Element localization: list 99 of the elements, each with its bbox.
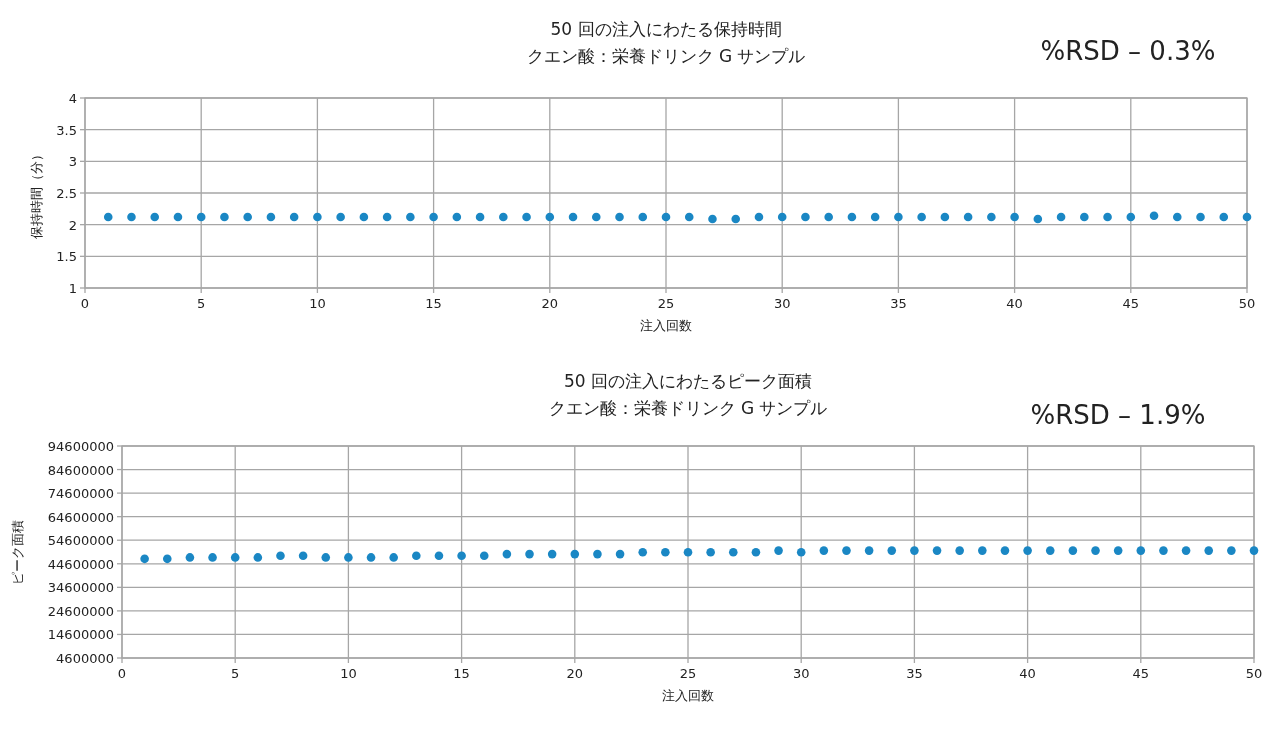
y-tick-label: 54600000 xyxy=(47,533,114,549)
x-tick-label: 40 xyxy=(1006,296,1023,311)
chart-title: 50 回の注入にわたる保持時間 xyxy=(550,19,782,39)
point xyxy=(1181,546,1191,555)
y-tick-label: 24600000 xyxy=(47,603,114,619)
point xyxy=(1023,546,1032,555)
y-tick-label: 34600000 xyxy=(47,580,114,596)
chart-title: 50 回の注入にわたるピーク面積 xyxy=(563,371,813,391)
y-axis-title: 保持時間（分） xyxy=(29,147,44,239)
text: %RSD – 0.3% xyxy=(1040,36,1216,66)
point xyxy=(887,546,897,555)
point xyxy=(751,547,761,557)
x-axis-title: 注入回数 xyxy=(662,688,714,703)
y-tick-label: 74600000 xyxy=(47,486,114,502)
x-tick-label: 5 xyxy=(197,296,206,311)
x-axis-title: 注入回数 xyxy=(640,318,692,333)
point xyxy=(1068,546,1078,555)
point xyxy=(1000,546,1010,555)
point xyxy=(570,549,580,559)
point xyxy=(661,547,670,557)
x-tick-label: 15 xyxy=(425,296,442,311)
x-tick-label: 45 xyxy=(1122,296,1140,311)
point xyxy=(1159,546,1168,555)
chart-subtitle: クエン酸：栄養ドリンク G サンプル xyxy=(526,46,806,66)
point xyxy=(547,549,557,559)
point xyxy=(321,553,331,562)
text: %RSD – 1.9% xyxy=(1030,400,1206,430)
x-tick-label: 35 xyxy=(890,296,907,311)
x-tick-label: 30 xyxy=(792,666,810,681)
point xyxy=(253,553,263,562)
x-tick-label: 5 xyxy=(231,666,240,681)
x-tick-label: 25 xyxy=(657,296,675,311)
point xyxy=(502,549,512,559)
point xyxy=(366,553,376,562)
y-tick-label: 4 xyxy=(68,91,77,106)
point xyxy=(298,551,308,561)
y-tick-label: 94600000 xyxy=(47,439,114,454)
x-tick-label: 50 xyxy=(1238,296,1256,311)
point xyxy=(615,549,625,559)
point xyxy=(978,546,987,555)
point xyxy=(1045,546,1055,555)
point xyxy=(774,546,783,555)
point xyxy=(525,549,534,559)
x-tick-label: 35 xyxy=(906,666,923,681)
x-tick-label: 0 xyxy=(80,296,90,311)
y-tick-label: 64600000 xyxy=(47,509,114,525)
point xyxy=(412,551,421,561)
x-tick-label: 25 xyxy=(679,666,697,681)
point xyxy=(1249,546,1259,555)
point xyxy=(1227,546,1236,555)
x-tick-label: 40 xyxy=(1019,666,1036,681)
y-tick-label: 44600000 xyxy=(47,556,114,572)
point xyxy=(457,551,466,561)
y-tick-label: 3 xyxy=(68,154,77,170)
point xyxy=(1091,546,1100,555)
point xyxy=(162,554,172,564)
y-tick-label: 14600000 xyxy=(47,627,114,643)
point xyxy=(842,546,851,555)
point xyxy=(389,553,398,562)
point xyxy=(230,553,240,562)
point xyxy=(1204,546,1214,555)
x-tick-label: 20 xyxy=(541,296,559,311)
y-tick-label: 1 xyxy=(68,281,77,296)
point xyxy=(276,551,285,561)
point xyxy=(434,551,444,561)
y-tick-label: 1.5 xyxy=(56,249,77,265)
point xyxy=(638,547,648,557)
point xyxy=(864,546,874,555)
point xyxy=(208,553,217,562)
point xyxy=(1136,546,1146,555)
point xyxy=(1113,546,1123,555)
x-tick-label: 50 xyxy=(1245,666,1263,681)
y-tick-label: 2 xyxy=(68,217,77,233)
y-tick-label: 3.5 xyxy=(56,122,77,138)
x-tick-label: 45 xyxy=(1132,666,1150,681)
x-tick-label: 30 xyxy=(773,296,791,311)
y-tick-label: 4600000 xyxy=(56,651,114,666)
point xyxy=(796,547,806,557)
x-tick-label: 20 xyxy=(566,666,584,681)
point xyxy=(706,547,715,557)
y-tick-label: 84600000 xyxy=(47,462,114,478)
point xyxy=(683,547,693,557)
x-tick-label: 10 xyxy=(340,666,357,681)
point xyxy=(819,546,829,555)
point xyxy=(344,553,353,562)
x-tick-label: 10 xyxy=(309,296,326,311)
y-axis-title: ピーク面積 xyxy=(10,519,25,585)
point xyxy=(932,546,942,555)
point xyxy=(910,546,919,555)
point xyxy=(593,549,602,559)
y-tick-label: 2.5 xyxy=(56,186,77,201)
x-tick-label: 0 xyxy=(117,666,127,681)
point xyxy=(955,546,964,555)
point xyxy=(185,553,195,562)
point xyxy=(140,554,149,564)
chart-subtitle: クエン酸：栄養ドリンク G サンプル xyxy=(548,398,828,418)
point xyxy=(479,551,489,561)
point xyxy=(728,547,738,557)
x-tick-label: 15 xyxy=(453,666,470,681)
